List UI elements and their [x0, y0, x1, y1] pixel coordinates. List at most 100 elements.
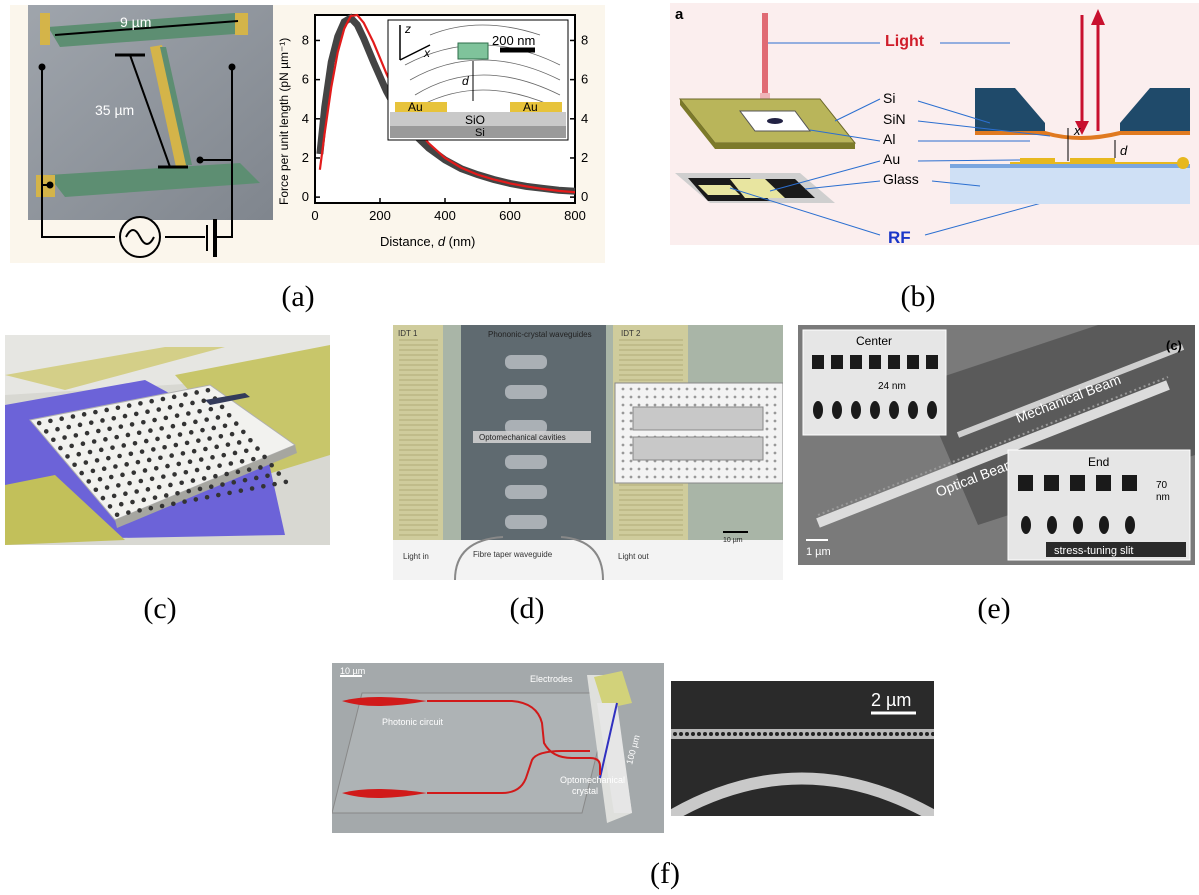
- slab-hole: [283, 479, 289, 485]
- cavity: [505, 355, 547, 369]
- inset-dot: [749, 467, 753, 471]
- slab-hole: [73, 433, 79, 438]
- y-tick-label: 8: [302, 32, 309, 47]
- slab-hole: [160, 396, 166, 402]
- slab-hole: [126, 403, 132, 408]
- inset-dot: [661, 387, 665, 391]
- slab-hole: [179, 480, 184, 486]
- slab-hole: [65, 454, 70, 459]
- slab-hole: [151, 447, 156, 452]
- inset-dot: [693, 467, 697, 471]
- crystal-hole: [919, 732, 923, 736]
- svg-text:IDT 2: IDT 2: [621, 329, 641, 338]
- crystal-hole: [871, 732, 875, 736]
- inset-dot: [765, 427, 769, 431]
- crystal-hole: [877, 732, 881, 736]
- x-tick-label: 600: [499, 208, 521, 223]
- inset-dot: [773, 443, 777, 447]
- slab-hole: [98, 447, 104, 453]
- end-hole-square: [1018, 475, 1033, 491]
- inset-dot: [725, 395, 729, 399]
- end-hole-ellipse: [1125, 516, 1135, 534]
- end-hole-square: [1122, 475, 1137, 491]
- inset-dot: [701, 467, 705, 471]
- slab-hole: [197, 409, 202, 414]
- crystal-hole: [751, 732, 755, 736]
- slab-hole: [93, 487, 99, 493]
- inset-dot: [629, 395, 633, 399]
- x-tick-label: 200: [369, 208, 391, 223]
- svg-text:Au: Au: [523, 100, 538, 114]
- slab-hole: [233, 421, 239, 426]
- inset-dot: [709, 395, 713, 399]
- crystal-hole: [709, 732, 713, 736]
- inset-dot: [709, 475, 713, 479]
- end-hole-square: [1096, 475, 1111, 491]
- end-hole-ellipse: [1099, 516, 1109, 534]
- inset-dot: [701, 395, 705, 399]
- inset-dot: [765, 475, 769, 479]
- crystal-hole: [901, 732, 905, 736]
- inset-dot: [741, 403, 745, 407]
- inset-dot: [725, 387, 729, 391]
- inset-dot: [653, 475, 657, 479]
- slab-hole: [96, 428, 101, 434]
- end-hole-square: [1044, 475, 1059, 491]
- slab-hole: [81, 412, 87, 417]
- slab-hole: [201, 476, 207, 481]
- slab-hole: [255, 446, 260, 451]
- y-tick-label-right: 8: [581, 32, 588, 47]
- slab-hole: [166, 434, 172, 440]
- inset-dot: [637, 395, 641, 399]
- idt1: [393, 325, 443, 540]
- slab-hole: [101, 466, 107, 471]
- inset-dot: [653, 403, 657, 407]
- svg-text:Au: Au: [883, 151, 900, 167]
- end-hole-ellipse: [1073, 516, 1083, 534]
- center-hole-square: [869, 355, 881, 369]
- slab-hole: [170, 423, 176, 429]
- center-hole-square: [850, 355, 862, 369]
- panel-a: 9 µm 35 µm: [10, 5, 605, 263]
- inset-dot: [621, 475, 625, 479]
- y-tick-label: 6: [302, 72, 309, 87]
- svg-text:x: x: [1073, 123, 1081, 138]
- inset-dot: [773, 467, 777, 471]
- slab-hole: [152, 417, 157, 423]
- inset-dot: [645, 395, 649, 399]
- slab-hole: [79, 470, 84, 476]
- inset-dot: [757, 475, 761, 479]
- inset-dot: [773, 475, 777, 479]
- slab-hole: [188, 430, 194, 435]
- slab-hole: [48, 418, 53, 424]
- slab-hole: [130, 499, 135, 505]
- inset-dot: [621, 387, 625, 391]
- inset-dot: [629, 427, 633, 431]
- center-hole-ellipse: [832, 401, 842, 419]
- inset-dot: [629, 387, 633, 391]
- cavity: [505, 420, 547, 434]
- slab-hole: [43, 429, 49, 434]
- slab-hole: [219, 404, 225, 410]
- inset-dot: [629, 435, 633, 439]
- slab-hole: [142, 468, 148, 473]
- slab-hole: [131, 470, 137, 475]
- panel-d: IDT 1 IDT 2 Phononic-crystal waveguides …: [393, 325, 784, 581]
- svg-text:70: 70: [1156, 480, 1168, 491]
- crystal-hole: [697, 732, 701, 736]
- inset-dot: [709, 467, 713, 471]
- slab-hole: [128, 451, 134, 457]
- svg-text:Electrodes: Electrodes: [530, 674, 573, 684]
- inset-dot: [645, 475, 649, 479]
- slab-hole: [214, 444, 219, 450]
- slab-hole: [167, 405, 173, 410]
- slab-hole: [106, 455, 111, 461]
- slab-hole: [206, 465, 211, 471]
- slab-hole: [141, 497, 147, 503]
- inset-dot: [669, 467, 673, 471]
- waveguide-top: [427, 700, 601, 775]
- crystal-hole: [679, 732, 683, 736]
- inset-dot: [661, 475, 665, 479]
- slab-hole: [93, 409, 98, 415]
- svg-text:d: d: [462, 74, 469, 88]
